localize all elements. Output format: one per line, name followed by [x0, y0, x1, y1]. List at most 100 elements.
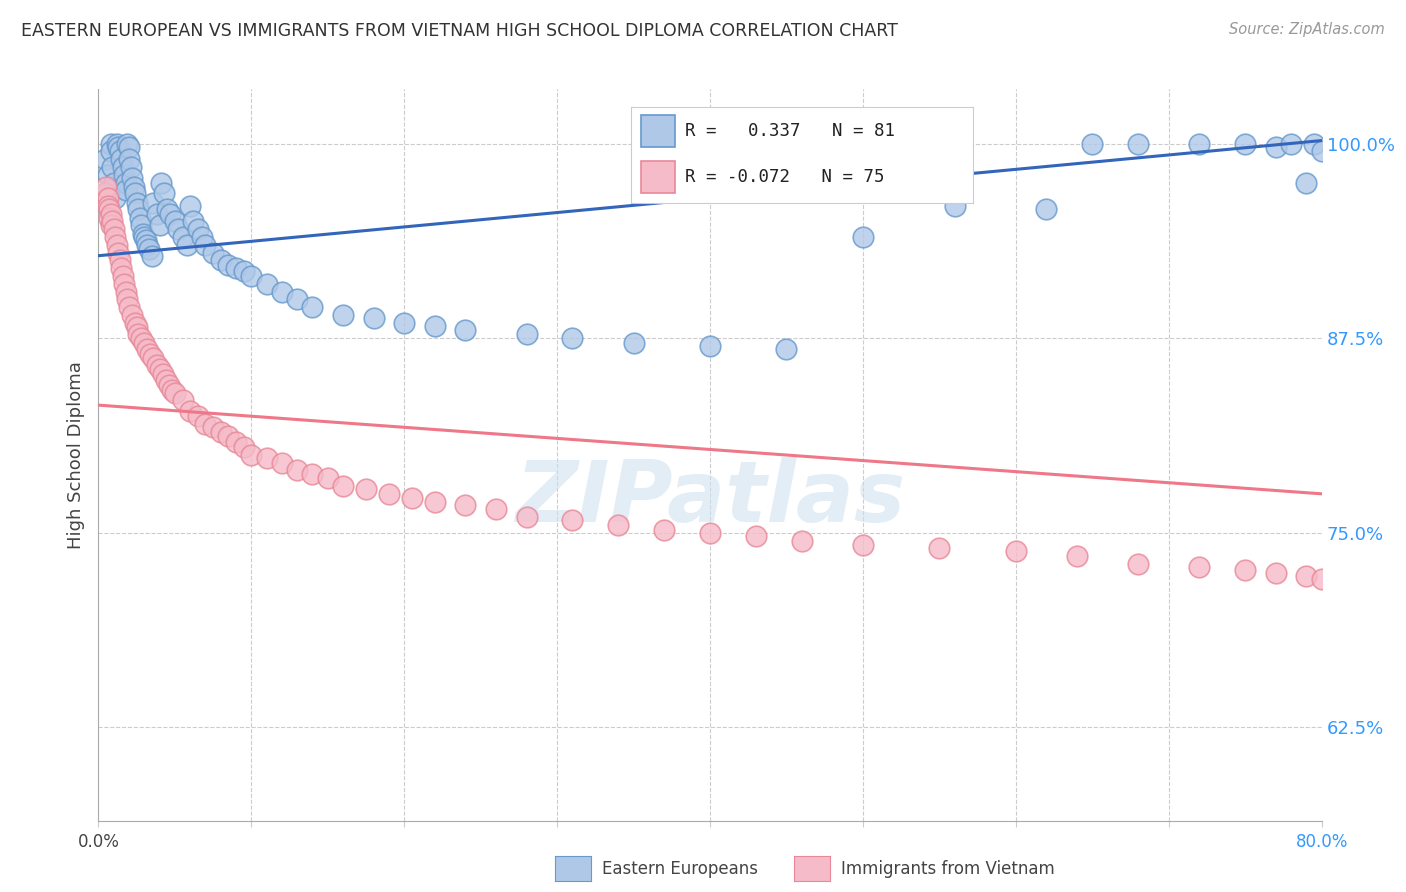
Point — [561, 513, 583, 527]
Text: R = -0.072   N = 75: R = -0.072 N = 75 — [685, 168, 884, 186]
Point — [149, 218, 172, 232]
Point — [134, 335, 156, 350]
Point — [1310, 145, 1333, 159]
Text: Eastern Europeans: Eastern Europeans — [602, 860, 758, 878]
Point — [1310, 573, 1333, 587]
Point — [1081, 136, 1104, 151]
Point — [232, 264, 254, 278]
Point — [194, 237, 217, 252]
Point — [1264, 140, 1286, 154]
Point — [129, 331, 152, 345]
Point — [115, 285, 138, 299]
Point — [110, 261, 132, 276]
Point — [159, 207, 181, 221]
Point — [623, 335, 645, 350]
Point — [1234, 136, 1257, 151]
Point — [104, 191, 127, 205]
Point — [142, 195, 165, 210]
Point — [152, 367, 174, 381]
Point — [256, 277, 278, 291]
Bar — [641, 115, 675, 147]
Point — [138, 243, 160, 257]
Point — [699, 525, 721, 540]
Point — [135, 233, 157, 247]
Point — [108, 145, 131, 159]
Point — [98, 211, 121, 226]
Point — [209, 253, 232, 268]
Point — [928, 541, 950, 556]
Point — [1295, 569, 1317, 583]
Point — [156, 202, 179, 216]
Point — [172, 230, 194, 244]
Point — [485, 502, 508, 516]
Point — [179, 404, 201, 418]
Point — [285, 293, 308, 307]
Point — [125, 195, 148, 210]
Point — [103, 222, 125, 236]
Point — [363, 310, 385, 325]
Point — [1279, 136, 1302, 151]
Point — [101, 160, 124, 174]
Point — [98, 183, 121, 197]
Point — [209, 425, 232, 439]
Point — [127, 202, 149, 216]
Point — [167, 222, 190, 236]
Point — [225, 261, 247, 276]
Point — [217, 258, 239, 272]
Point — [121, 308, 143, 322]
Point — [128, 211, 150, 226]
Point — [240, 268, 263, 283]
Point — [378, 487, 401, 501]
Text: 0.0%: 0.0% — [77, 833, 120, 851]
Point — [163, 385, 186, 400]
Point — [217, 429, 239, 443]
Point — [118, 140, 141, 154]
Point — [1188, 136, 1211, 151]
Point — [163, 214, 186, 228]
Point — [118, 300, 141, 314]
Point — [852, 230, 875, 244]
Point — [176, 237, 198, 252]
Point — [132, 227, 155, 241]
Point — [105, 237, 128, 252]
Point — [108, 253, 131, 268]
Point — [607, 518, 630, 533]
Point — [790, 533, 813, 548]
Point — [202, 420, 225, 434]
Point — [105, 136, 128, 151]
Bar — [641, 161, 675, 193]
Point — [1128, 136, 1150, 151]
Point — [125, 320, 148, 334]
Text: Source: ZipAtlas.com: Source: ZipAtlas.com — [1229, 22, 1385, 37]
Point — [145, 358, 167, 372]
Text: 80.0%: 80.0% — [1295, 833, 1348, 851]
Point — [127, 326, 149, 341]
Text: R =   0.337   N = 81: R = 0.337 N = 81 — [685, 122, 896, 140]
Point — [1303, 136, 1326, 151]
Point — [561, 331, 583, 345]
Point — [392, 316, 416, 330]
Point — [516, 510, 538, 524]
Point — [145, 207, 167, 221]
Point — [516, 326, 538, 341]
Point — [118, 153, 141, 167]
Point — [1234, 563, 1257, 577]
Point — [194, 417, 217, 431]
Point — [232, 440, 254, 454]
Point — [97, 199, 120, 213]
Point — [100, 207, 122, 221]
Point — [1066, 549, 1088, 563]
Point — [943, 199, 966, 213]
Point — [423, 318, 446, 333]
Point — [100, 136, 122, 151]
Point — [111, 160, 134, 174]
Point — [1295, 176, 1317, 190]
Point — [110, 153, 132, 167]
Point — [117, 293, 139, 307]
Point — [1035, 202, 1057, 216]
Point — [454, 323, 477, 337]
Point — [187, 409, 209, 423]
Point — [136, 342, 159, 356]
Point — [115, 183, 138, 197]
Point — [354, 482, 377, 496]
